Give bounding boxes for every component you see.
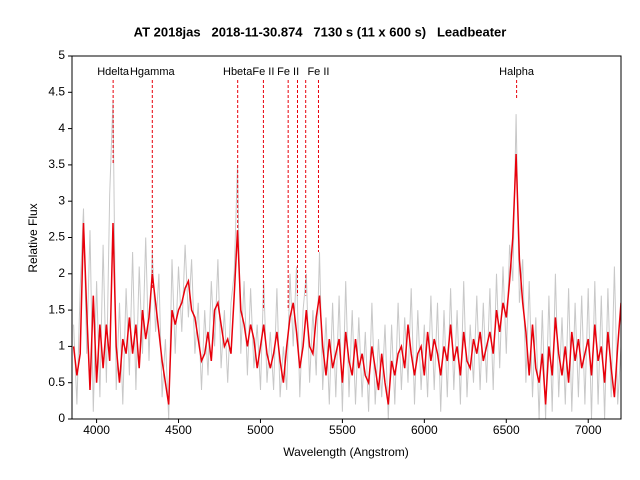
x-tick-label: 7000 xyxy=(575,423,602,437)
y-tick-label: 4.5 xyxy=(48,84,65,98)
y-tick-label: 0 xyxy=(58,411,65,425)
line-label: Halpha xyxy=(499,66,535,78)
y-tick-label: 0.5 xyxy=(48,375,65,389)
x-tick-label: 5000 xyxy=(247,423,274,437)
spectrum-line xyxy=(72,153,621,405)
x-tick-label: 4000 xyxy=(83,423,110,437)
y-tick-label: 5 xyxy=(58,48,65,62)
x-tick-label: 5500 xyxy=(329,423,356,437)
chart-title: AT 2018jas 2018-11-30.874 7130 s (11 x 6… xyxy=(134,24,507,39)
y-tick-label: 3 xyxy=(58,193,65,207)
line-label: Fe II xyxy=(277,66,299,78)
line-label: Hbeta xyxy=(223,66,253,78)
y-axis-label: Relative Flux xyxy=(26,203,40,272)
y-tick-label: 2.5 xyxy=(48,230,65,244)
x-tick-label: 4500 xyxy=(165,423,192,437)
y-tick-label: 1.5 xyxy=(48,302,65,316)
line-label: Fe II xyxy=(307,66,329,78)
plot-frame xyxy=(71,55,622,420)
x-tick-label: 6000 xyxy=(411,423,438,437)
y-tick-label: 3.5 xyxy=(48,157,65,171)
y-tick-label: 1 xyxy=(58,339,65,353)
line-label: Hdelta xyxy=(97,66,130,78)
line-label: Hgamma xyxy=(130,66,176,78)
spectrum-line xyxy=(73,99,621,419)
y-tick-label: 2 xyxy=(58,266,65,280)
line-label: Fe II xyxy=(252,66,274,78)
x-axis-label: Wavelength (Angstrom) xyxy=(283,445,409,459)
x-tick-label: 6500 xyxy=(493,423,520,437)
y-tick-label: 4 xyxy=(58,121,65,135)
